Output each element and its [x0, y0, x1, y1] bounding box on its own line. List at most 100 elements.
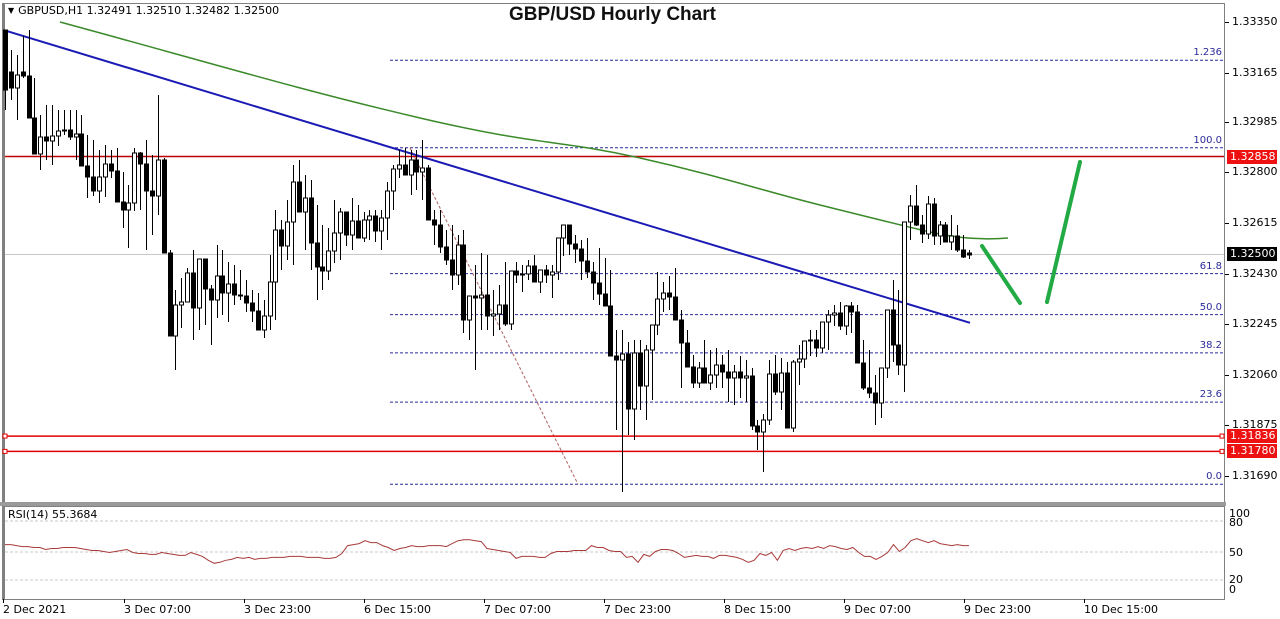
fib-level-label: 0.0 [1206, 471, 1222, 483]
bullish-candle [126, 202, 131, 211]
bullish-candle [620, 353, 625, 361]
collapse-triangle-icon[interactable]: ▼ [8, 6, 15, 15]
bullish-candle [185, 272, 190, 303]
time-tick-label: 10 Dec 15:00 [1084, 603, 1158, 616]
bearish-candle [68, 129, 73, 138]
time-tick [364, 599, 365, 603]
bullish-candle [926, 203, 931, 235]
bullish-candle [385, 190, 390, 219]
bearish-candle [115, 170, 120, 203]
bearish-candle [579, 248, 584, 262]
bearish-candle [891, 309, 896, 346]
bullish-candle [332, 232, 337, 252]
bullish-candle [550, 271, 555, 276]
bearish-candle [873, 392, 878, 404]
bearish-candle [638, 352, 643, 387]
bullish-candle [938, 224, 943, 237]
bearish-candle [244, 295, 249, 304]
bearish-candle [32, 117, 37, 155]
bullish-candle [397, 164, 402, 170]
rsi-axis-label: 100 [1229, 507, 1250, 520]
bearish-candle [591, 271, 596, 284]
price-tick-label: 1.32615 [1232, 216, 1278, 230]
bullish-candle [420, 167, 425, 173]
price-tick [1225, 22, 1229, 23]
bullish-candle [632, 352, 637, 410]
bearish-candle [932, 203, 937, 237]
bearish-candle [121, 201, 126, 211]
bearish-candle [943, 224, 948, 243]
price-tick [1225, 223, 1229, 225]
support-2-price-badge: 1.31780 [1227, 444, 1277, 459]
resistance-price-badge: 1.32858 [1227, 149, 1277, 164]
bullish-candle [844, 305, 849, 327]
bearish-candle [667, 292, 672, 298]
bullish-candle [456, 244, 461, 276]
bearish-candle [320, 266, 325, 272]
bearish-candle [279, 229, 284, 247]
bullish-candle [326, 250, 331, 272]
bullish-candle [556, 237, 561, 273]
time-tick-label: 9 Dec 23:00 [964, 603, 1031, 616]
bullish-candle [808, 339, 813, 342]
bullish-candle [655, 298, 660, 326]
bullish-candle [714, 364, 719, 376]
bullish-candle [644, 349, 649, 387]
rsi-axis-label: 0 [1229, 583, 1236, 596]
bullish-candle [56, 130, 61, 137]
bullish-candle [949, 235, 954, 243]
time-tick-label: 9 Dec 07:00 [844, 603, 911, 616]
fib-diagonal-line [409, 147, 579, 485]
bearish-candle [773, 373, 778, 393]
bearish-candle [608, 305, 613, 357]
time-tick [244, 599, 245, 603]
time-tick [724, 599, 725, 603]
bullish-candle [520, 273, 525, 276]
price-tick [1225, 425, 1229, 427]
rsi-label: RSI(14) 55.3684 [8, 508, 98, 521]
bearish-candle [532, 265, 537, 283]
bullish-candle [97, 176, 102, 192]
bearish-candle [461, 244, 466, 321]
bearish-candle [720, 364, 725, 373]
bearish-candle [679, 319, 684, 344]
bearish-candle [256, 310, 261, 331]
fib-level-label: 50.0 [1199, 301, 1222, 313]
bearish-candle [9, 71, 14, 89]
bearish-candle [220, 275, 225, 294]
price-tick-label: 1.32060 [1232, 367, 1278, 381]
bearish-candle [914, 205, 919, 226]
time-tick-label: 6 Dec 15:00 [364, 603, 431, 616]
bullish-candle [379, 217, 384, 232]
price-tick-label: 1.33350 [1232, 15, 1278, 28]
price-tick-label: 1.32800 [1232, 165, 1278, 179]
bullish-candle [173, 304, 178, 337]
price-tick [1225, 324, 1229, 326]
pane-separator[interactable] [0, 502, 1226, 506]
support-2-anchor-right-icon [1219, 448, 1225, 454]
symbol-info: ▼ GBPUSD,H1 1.32491 1.32510 1.32482 1.325… [8, 4, 279, 17]
bullish-candle [38, 136, 43, 155]
bullish-candle [350, 220, 355, 236]
time-tick-label: 2 Dec 2021 [3, 603, 67, 616]
price-tick-label: 1.31690 [1232, 469, 1278, 482]
moving-average-line [59, 21, 1009, 240]
bullish-candle [273, 229, 278, 283]
bullish-candle [832, 312, 837, 316]
bullish-candle [497, 304, 502, 315]
bearish-candle [432, 219, 437, 226]
bullish-candle [697, 367, 702, 384]
bullish-candle [826, 314, 831, 323]
bullish-candle [802, 340, 807, 360]
bearish-candle [27, 75, 32, 119]
bearish-candle [3, 29, 8, 91]
bearish-candle [109, 163, 114, 172]
bullish-candle [197, 258, 202, 309]
bullish-candle [132, 152, 137, 204]
bullish-candle [744, 375, 749, 379]
bullish-candle [409, 159, 414, 176]
bearish-candle [473, 295, 478, 299]
rsi-axis-label: 80 [1229, 516, 1243, 529]
